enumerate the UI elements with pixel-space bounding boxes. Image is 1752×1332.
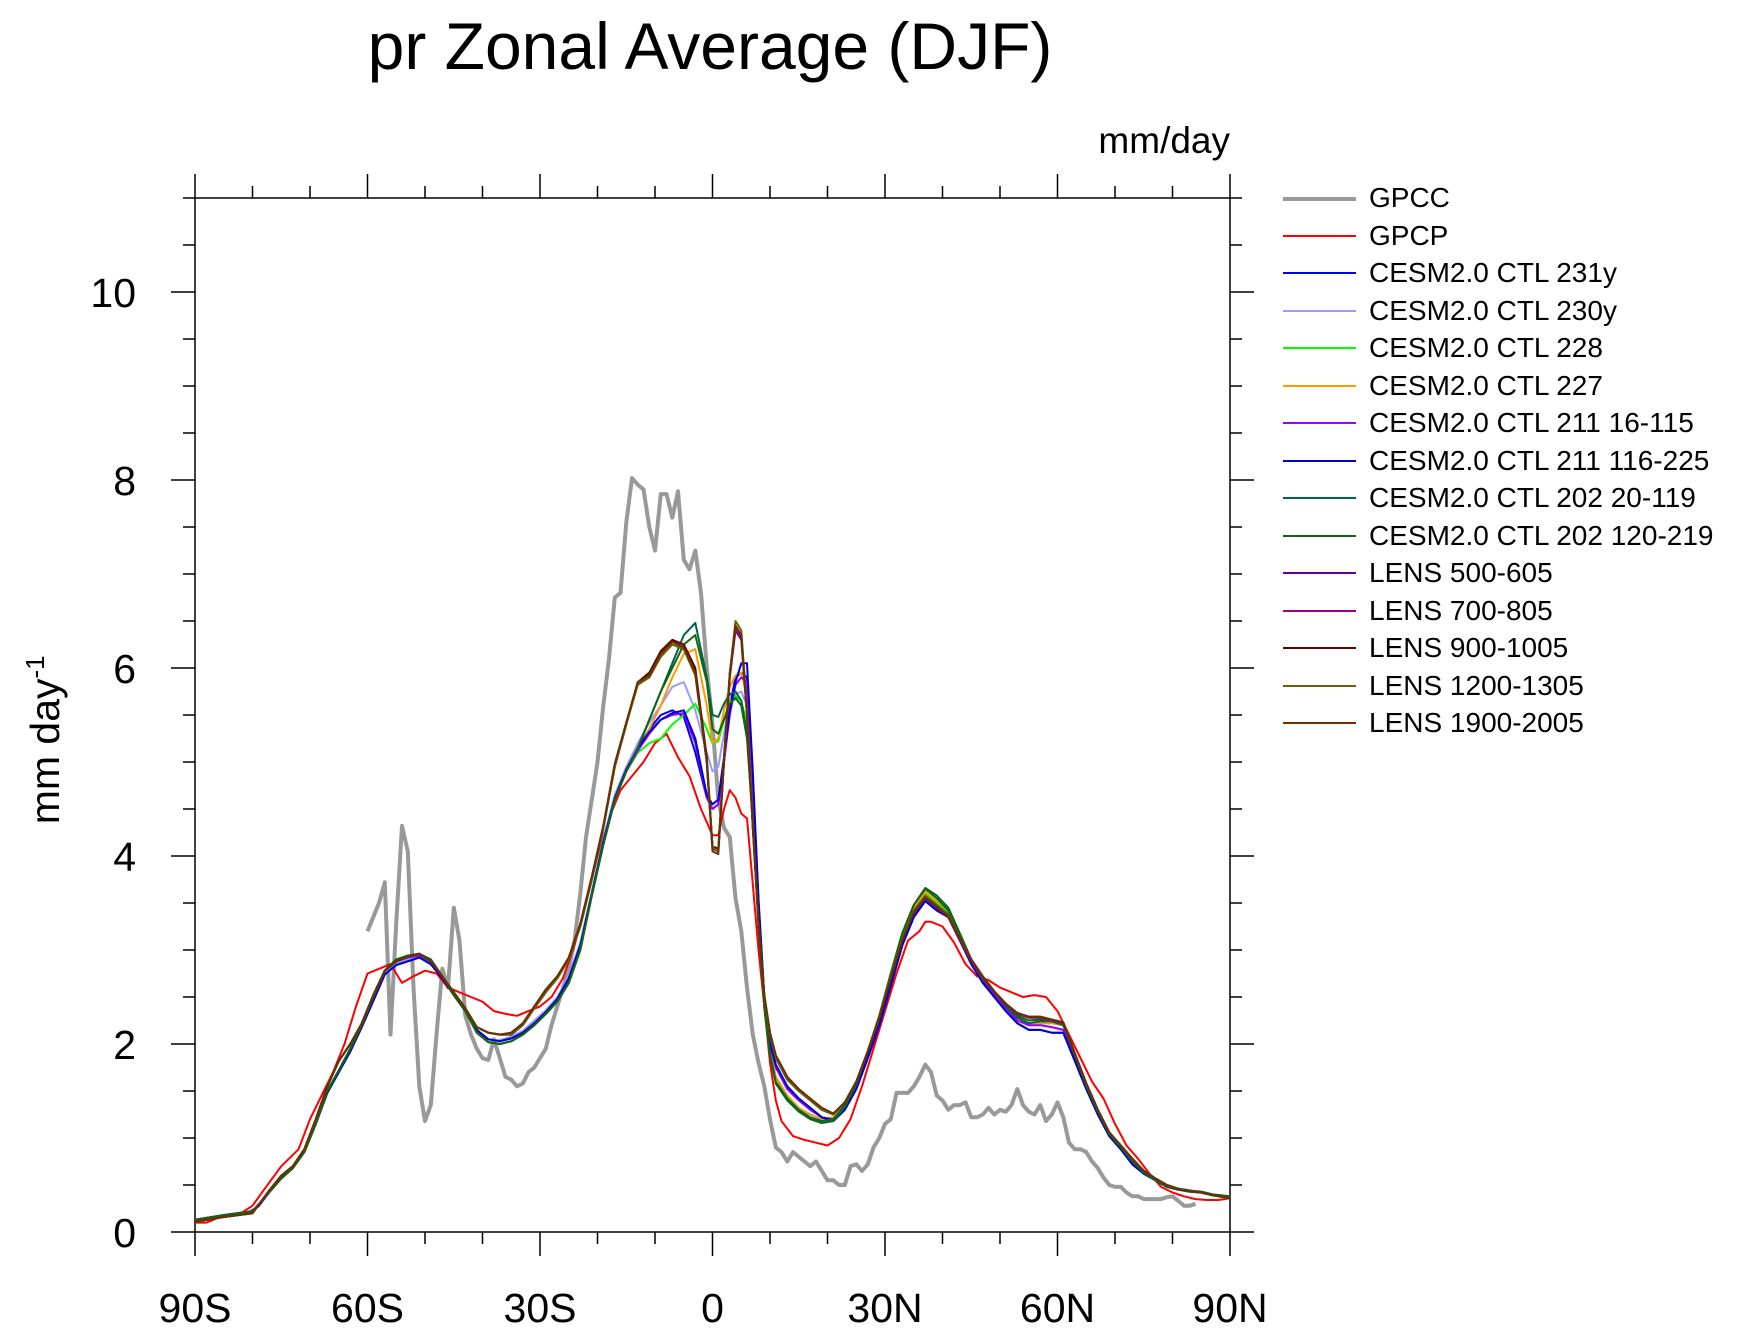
legend-item: LENS 500-605 xyxy=(1275,555,1745,591)
legend-swatch xyxy=(1283,234,1356,237)
x-tick-label: 90N xyxy=(1192,1285,1267,1331)
legend-item: LENS 700-805 xyxy=(1275,593,1745,629)
series-line-6 xyxy=(195,676,1230,1221)
x-tick-label: 30S xyxy=(504,1285,577,1331)
y-tick-label: 0 xyxy=(113,1210,136,1256)
chart-title: pr Zonal Average (DJF) xyxy=(367,9,1053,83)
legend-label: LENS 1900-2005 xyxy=(1369,707,1584,738)
series-line-8 xyxy=(195,621,1230,1221)
legend-label: CESM2.0 CTL 202 20-119 xyxy=(1369,482,1696,513)
y-tick-label: 8 xyxy=(113,458,136,504)
legend-label: CESM2.0 CTL 227 xyxy=(1369,369,1603,401)
series-line-3 xyxy=(195,681,1230,1221)
legend-swatch xyxy=(1283,722,1356,724)
legend-label: CESM2.0 CTL 231y xyxy=(1369,257,1617,288)
legend-swatch xyxy=(1283,459,1356,462)
legend-label: GPCP xyxy=(1369,219,1449,251)
legend-swatch xyxy=(1283,572,1356,574)
legend-item: CESM2.0 CTL 202 20-119 xyxy=(1275,480,1745,516)
legend-label: CESM2.0 CTL 228 xyxy=(1369,332,1603,363)
series-line-7 xyxy=(195,662,1230,1221)
legend-swatch xyxy=(1283,309,1356,312)
legend-label: GPCC xyxy=(1369,182,1450,213)
y-tick-label: 6 xyxy=(113,646,136,692)
legend-item: CESM2.0 CTL 227 xyxy=(1275,368,1745,404)
legend-label: LENS 1200-1305 xyxy=(1369,669,1584,701)
series-line-9 xyxy=(195,634,1230,1221)
legend-swatch xyxy=(1283,684,1356,687)
legend-label: LENS 900-1005 xyxy=(1369,632,1569,663)
legend-swatch xyxy=(1283,272,1356,274)
legend-label: LENS 500-605 xyxy=(1369,557,1553,588)
legend-item: CESM2.0 CTL 231y xyxy=(1275,255,1745,291)
x-tick-label: 60S xyxy=(331,1285,404,1331)
legend-swatch xyxy=(1283,384,1356,387)
legend-label: LENS 700-805 xyxy=(1369,594,1553,626)
legend-item: LENS 1200-1305 xyxy=(1275,668,1745,704)
y-tick-label: 10 xyxy=(90,270,136,316)
x-tick-label: 90S xyxy=(159,1285,232,1331)
legend-item: CESM2.0 CTL 211 16-115 xyxy=(1275,405,1745,441)
series-line-2 xyxy=(195,671,1230,1221)
legend-item: CESM2.0 CTL 230y xyxy=(1275,293,1745,329)
legend-item: CESM2.0 CTL 228 xyxy=(1275,330,1745,366)
legend-label: CESM2.0 CTL 202 120-219 xyxy=(1369,519,1714,551)
legend-swatch xyxy=(1283,422,1356,424)
legend-item: CESM2.0 CTL 211 116-225 xyxy=(1275,443,1745,479)
series-line-0 xyxy=(365,476,1197,1208)
legend-item: GPCC xyxy=(1275,180,1745,216)
legend-label: CESM2.0 CTL 211 116-225 xyxy=(1369,444,1710,476)
legend-label: CESM2.0 CTL 230y xyxy=(1369,294,1617,326)
series-line-4 xyxy=(195,695,1230,1221)
legend-label: CESM2.0 CTL 211 16-115 xyxy=(1369,407,1694,438)
legend-swatch xyxy=(1283,647,1356,649)
y-tick-label: 4 xyxy=(113,834,136,880)
y-tick-label: 2 xyxy=(113,1022,136,1068)
legend-swatch xyxy=(1283,197,1356,201)
x-tick-label: 0 xyxy=(701,1285,724,1331)
legend-item: CESM2.0 CTL 202 120-219 xyxy=(1275,518,1745,554)
legend-item: GPCP xyxy=(1275,218,1745,254)
series-line-14 xyxy=(195,624,1230,1223)
legend-swatch xyxy=(1283,609,1356,612)
x-tick-label: 60N xyxy=(1020,1285,1095,1331)
legend-item: LENS 900-1005 xyxy=(1275,630,1745,666)
x-tick-label: 30N xyxy=(847,1285,922,1331)
legend-swatch xyxy=(1283,497,1356,499)
units-label: mm/day xyxy=(1098,120,1230,161)
legend-swatch xyxy=(1283,347,1356,349)
legend-item: LENS 1900-2005 xyxy=(1275,705,1745,741)
legend-swatch xyxy=(1283,534,1356,537)
